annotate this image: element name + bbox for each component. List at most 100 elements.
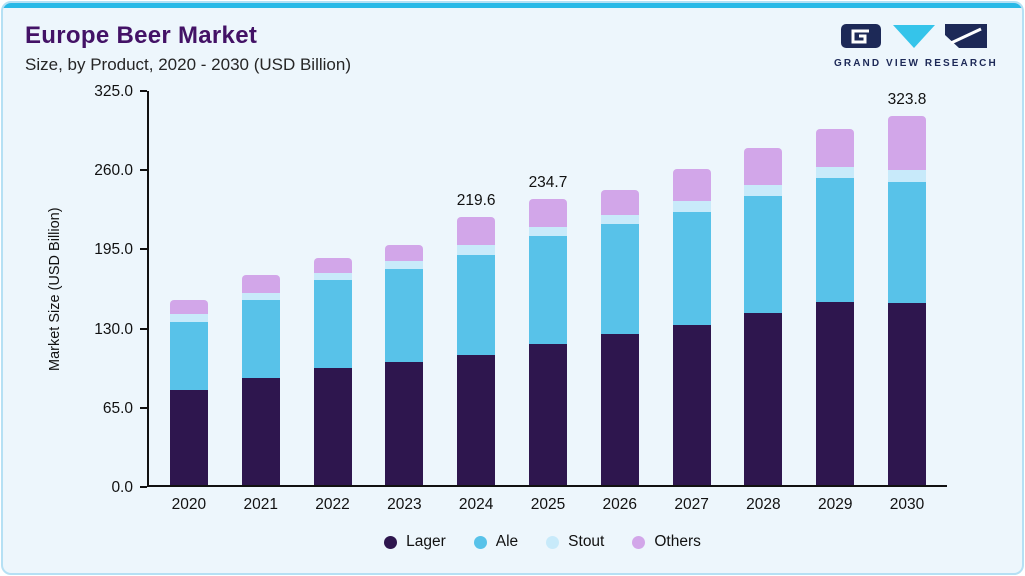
- x-tick-label-2028: 2028: [746, 496, 781, 513]
- x-tick-label-2030: 2030: [889, 496, 925, 513]
- y-tick-mark: [140, 406, 147, 409]
- y-axis-ticks: 0.0 65.0 130.0 195.0 260.0 325.0: [67, 83, 147, 496]
- bar-stack-2022: [313, 258, 352, 485]
- y-tick-label: 0.0: [111, 479, 133, 496]
- bar-segment-lager-2022: [313, 368, 352, 485]
- bar-stack-2026: [600, 190, 639, 485]
- bar-segment-ale-2022: [313, 280, 352, 369]
- y-tick-mark: [140, 169, 147, 172]
- x-tick-label-2026: 2026: [602, 496, 638, 513]
- bar-stack-2024: [457, 217, 496, 485]
- bar-segment-lager-2027: [672, 325, 711, 485]
- bar-stack-2029: [816, 129, 855, 485]
- total-label-2025: 234.7: [528, 174, 568, 192]
- bar-group-2020: 2020: [169, 91, 209, 513]
- x-tick-label-2020: 2020: [171, 496, 207, 513]
- bar-segment-stout-2021: [241, 292, 280, 300]
- y-tick-mark: [140, 486, 147, 488]
- x-tick-label-2027: 2027: [674, 496, 709, 513]
- top-accent-bar: [3, 3, 1022, 8]
- bar-segment-lager-2021: [241, 377, 280, 485]
- y-tick-label: 260.0: [94, 162, 133, 180]
- y-axis-title: Market Size (USD Billion): [47, 207, 63, 371]
- bar-stack-2020: [169, 299, 208, 485]
- bar-segment-others-2024: [457, 217, 496, 245]
- y-tick-label: 130.0: [94, 320, 133, 338]
- legend-label: Stout: [568, 533, 605, 550]
- bar-segment-lager-2025: [528, 343, 567, 485]
- bar-segment-stout-2029: [816, 167, 855, 178]
- legend-label: Others: [654, 533, 701, 550]
- bar-segment-others-2028: [744, 147, 783, 186]
- x-tick-label-2023: 2023: [387, 496, 422, 513]
- bar-segment-ale-2021: [241, 299, 280, 378]
- total-label-2024: 219.6: [456, 192, 496, 210]
- legend-label: Ale: [495, 533, 519, 550]
- bar-group-2027: 2027: [672, 91, 712, 513]
- bar-segment-stout-2026: [600, 214, 639, 225]
- bar-segment-lager-2024: [457, 354, 496, 485]
- bar-segment-ale-2024: [457, 254, 496, 355]
- y-tick-label: 325.0: [94, 83, 133, 100]
- bar-segment-stout-2028: [744, 185, 783, 197]
- bar-stack-2030: [888, 116, 927, 485]
- legend-dot-lager: [384, 535, 398, 549]
- bar-stack-2025: [528, 199, 567, 485]
- bar-segment-others-2029: [816, 129, 855, 167]
- plot-area: 2020 2021 2022 2023 219.6 2024 234.7 2025 2026 20…: [147, 91, 947, 513]
- bar-group-2030: 323.8 2030: [887, 91, 927, 513]
- y-tick-label: 195.0: [94, 241, 133, 259]
- bar-segment-ale-2025: [528, 236, 567, 344]
- bar-segment-others-2021: [241, 275, 280, 293]
- logo-text: GRAND VIEW RESEARCH: [834, 58, 998, 69]
- legend-item-ale: Ale: [473, 533, 519, 551]
- bar-group-2024: 219.6 2024: [456, 91, 496, 513]
- bar-segment-others-2025: [528, 199, 567, 227]
- bar-segment-ale-2027: [672, 212, 711, 326]
- bar-group-2026: 2026: [600, 91, 640, 513]
- bar-segment-stout-2023: [385, 260, 424, 270]
- legend-dot-ale: [473, 535, 487, 549]
- bar-stack-2027: [672, 169, 711, 485]
- bar-segment-stout-2025: [528, 226, 567, 237]
- bar-segment-others-2030: [888, 116, 927, 171]
- bar-group-2023: 2023: [384, 91, 424, 513]
- legend-label: Lager: [406, 533, 446, 550]
- bar-group-2028: 2028: [743, 91, 783, 513]
- bar-segment-ale-2023: [385, 269, 424, 362]
- bar-group-2022: 2022: [313, 91, 353, 513]
- legend-item-stout: Stout: [546, 533, 604, 551]
- bar-stack-2028: [744, 147, 783, 485]
- legend-dot-stout: [546, 535, 560, 549]
- bar-segment-others-2020: [169, 299, 208, 315]
- x-tick-label-2021: 2021: [243, 496, 278, 513]
- bar-group-2021: 2021: [241, 91, 281, 513]
- y-tick-mark: [140, 248, 147, 251]
- y-tick-label: 65.0: [102, 399, 133, 417]
- bar-segment-others-2022: [313, 258, 352, 274]
- y-tick-mark: [140, 327, 147, 330]
- bar-segment-stout-2027: [672, 201, 711, 213]
- legend: Lager Ale Stout Others: [63, 533, 1022, 551]
- chart-subtitle: Size, by Product, 2020 - 2030 (USD Billi…: [25, 55, 351, 74]
- x-tick-label-2025: 2025: [530, 496, 566, 513]
- bar-segment-others-2023: [385, 245, 424, 261]
- x-tick-label-2029: 2029: [817, 496, 853, 513]
- bar-segment-lager-2028: [744, 313, 783, 485]
- title-block: Europe Beer Market Size, by Product, 202…: [25, 22, 351, 75]
- x-tick-label-2022: 2022: [315, 496, 350, 513]
- bar-segment-ale-2026: [600, 224, 639, 334]
- grand-view-research-logo: GRAND VIEW RESEARCH: [834, 22, 998, 69]
- page-title: Europe Beer Market: [25, 22, 258, 49]
- bar-segment-lager-2023: [385, 361, 424, 485]
- bar-segment-stout-2020: [169, 314, 208, 322]
- bar-segment-others-2026: [600, 190, 639, 215]
- bar-segment-lager-2026: [600, 333, 639, 485]
- bar-segment-lager-2029: [816, 302, 855, 485]
- bar-stack-2021: [241, 275, 280, 485]
- x-tick-label-2024: 2024: [458, 496, 494, 513]
- bar-stack-2023: [385, 245, 424, 485]
- bar-segment-others-2027: [672, 169, 711, 202]
- total-label-2030: 323.8: [887, 91, 927, 108]
- bar-group-2029: 2029: [815, 91, 855, 513]
